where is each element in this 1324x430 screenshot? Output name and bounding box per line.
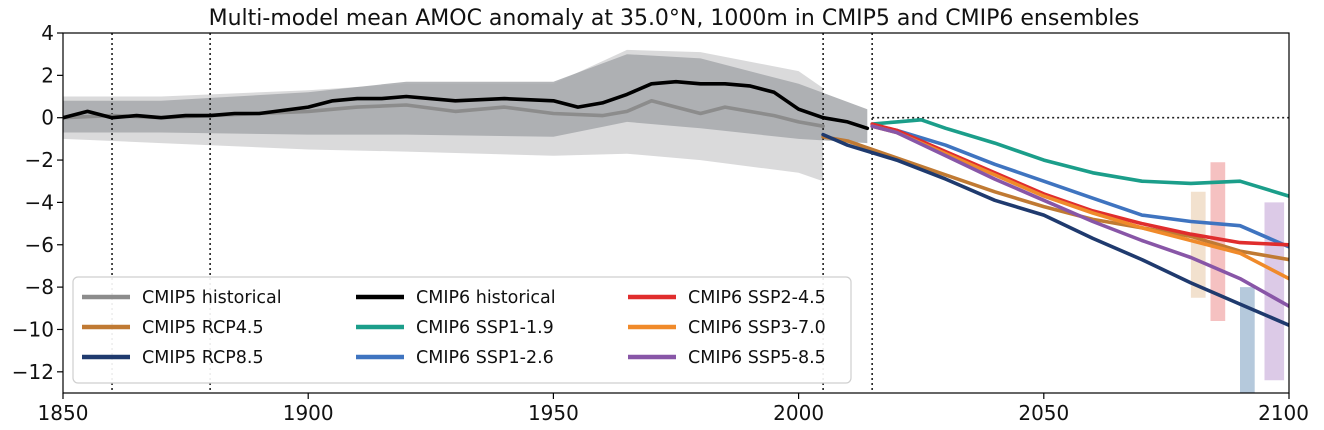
plot-frame	[62, 32, 1290, 394]
y-tick-label: 4	[41, 21, 54, 45]
legend-label-cmip6-ssp1-1-9: CMIP6 SSP1-1.9	[416, 318, 554, 338]
x-tick-label: 2000	[773, 401, 824, 425]
legend-label-cmip5-historical: CMIP5 historical	[142, 288, 282, 308]
y-tick-label: −2	[25, 148, 54, 172]
band-cmip6-ssp3-7-0-range-2080	[1190, 191, 1206, 298]
legend-label-cmip6-ssp1-2-6: CMIP6 SSP1-2.6	[416, 348, 554, 368]
legend: CMIP5 historical CMIP5 RCP4.5 CMIP5 RCP8.5…	[72, 276, 852, 384]
x-tick-label: 1950	[528, 401, 579, 425]
plot-area	[63, 33, 1289, 393]
series-line-cmip5-rcp8-5	[821, 132, 1289, 327]
x-tick-label: 1900	[283, 401, 334, 425]
y-tick-label: −8	[25, 275, 54, 299]
y-tick-label: −6	[25, 233, 54, 257]
x-tick-label: 1850	[38, 401, 89, 425]
y-tick-label: 2	[41, 63, 54, 87]
x-tick-label: 2100	[1258, 401, 1309, 425]
y-tick-label: −12	[12, 360, 54, 384]
series-line-cmip6-historical	[63, 79, 870, 131]
series-line-cmip6-ssp5-8-5	[870, 124, 1289, 308]
series-line-cmip5-rcp4-5	[821, 135, 1289, 262]
legend-label-cmip5-rcp4-5: CMIP5 RCP4.5	[142, 318, 264, 338]
series-line-cmip6-ssp1-2-6	[870, 124, 1289, 249]
band-cmip6-ssp2-4-5-range-2085	[1210, 162, 1226, 321]
band-cmip6-ssp1-2-6-range-2090	[1240, 287, 1255, 393]
legend-label-cmip6-ssp2-4-5: CMIP6 SSP2-4.5	[688, 288, 826, 308]
series-line-cmip6-ssp1-1-9	[870, 118, 1289, 198]
y-tick-label: −10	[12, 317, 54, 341]
band-cmip6-ssp5-8-5-range-2095	[1264, 202, 1285, 381]
legend-label-cmip6-ssp3-7-0: CMIP6 SSP3-7.0	[688, 318, 826, 338]
x-tick-label: 2050	[1018, 401, 1069, 425]
legend-label-cmip6-ssp5-8-5: CMIP6 SSP5-8.5	[688, 348, 826, 368]
y-tick-label: −4	[25, 190, 54, 214]
series-line-cmip6-ssp2-4-5	[870, 122, 1289, 247]
y-tick-label: 0	[41, 106, 54, 130]
chart-title: Multi-model mean AMOC anomaly at 35.0°N,…	[209, 6, 1140, 31]
legend-label-cmip6-historical: CMIP6 historical	[416, 288, 556, 308]
legend-label-cmip5-rcp8-5: CMIP5 RCP8.5	[142, 348, 264, 368]
